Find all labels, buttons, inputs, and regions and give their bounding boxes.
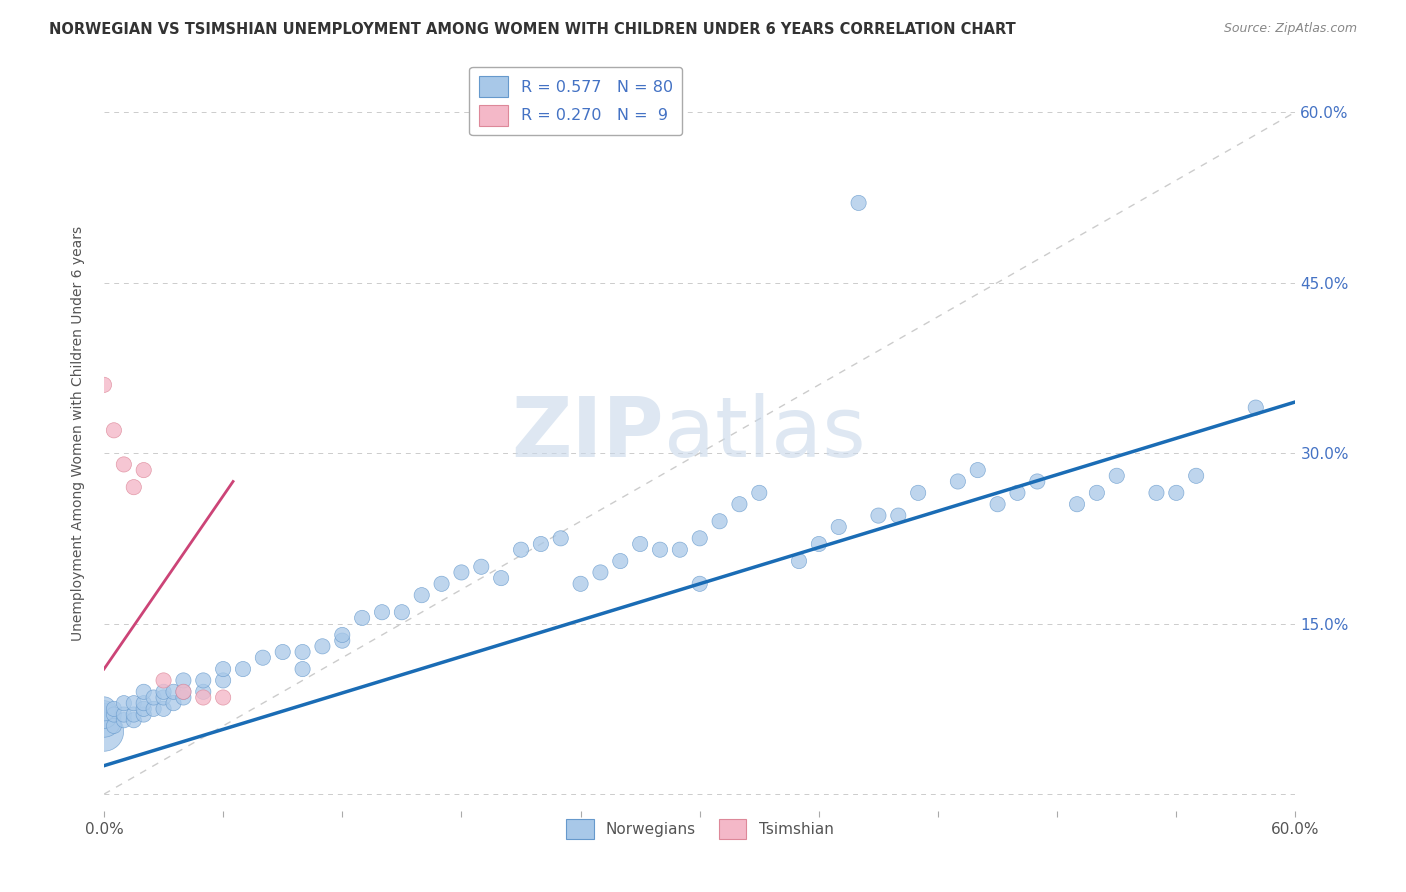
Y-axis label: Unemployment Among Women with Children Under 6 years: Unemployment Among Women with Children U…	[72, 226, 86, 640]
Point	[689, 576, 711, 591]
Point	[172, 690, 194, 705]
Point	[1146, 486, 1168, 500]
Point	[112, 696, 135, 710]
Point	[330, 633, 353, 648]
Point	[93, 377, 115, 392]
Point	[848, 196, 870, 211]
Point	[669, 542, 692, 557]
Point	[132, 702, 155, 716]
Point	[122, 696, 145, 710]
Point	[450, 566, 472, 580]
Point	[569, 576, 592, 591]
Point	[352, 611, 374, 625]
Point	[628, 537, 651, 551]
Point	[193, 690, 215, 705]
Point	[152, 690, 174, 705]
Point	[470, 559, 492, 574]
Point	[271, 645, 294, 659]
Text: atlas: atlas	[664, 392, 866, 474]
Point	[609, 554, 631, 568]
Point	[828, 520, 851, 534]
Point	[252, 650, 274, 665]
Point	[162, 696, 184, 710]
Point	[689, 532, 711, 546]
Point	[172, 685, 194, 699]
Point	[132, 707, 155, 722]
Point	[103, 423, 125, 437]
Point	[162, 685, 184, 699]
Point	[93, 713, 115, 727]
Point	[589, 566, 612, 580]
Point	[709, 514, 731, 528]
Point	[411, 588, 433, 602]
Point	[530, 537, 553, 551]
Text: NORWEGIAN VS TSIMSHIAN UNEMPLOYMENT AMONG WOMEN WITH CHILDREN UNDER 6 YEARS CORR: NORWEGIAN VS TSIMSHIAN UNEMPLOYMENT AMON…	[49, 22, 1017, 37]
Point	[122, 713, 145, 727]
Point	[371, 605, 394, 619]
Point	[212, 662, 235, 676]
Point	[1105, 468, 1128, 483]
Point	[489, 571, 512, 585]
Point	[142, 690, 165, 705]
Point	[103, 702, 125, 716]
Point	[132, 463, 155, 477]
Point	[987, 497, 1010, 511]
Point	[193, 673, 215, 688]
Point	[142, 702, 165, 716]
Point	[391, 605, 413, 619]
Point	[212, 673, 235, 688]
Point	[430, 576, 453, 591]
Point	[93, 707, 115, 722]
Point	[152, 685, 174, 699]
Point	[122, 480, 145, 494]
Point	[966, 463, 988, 477]
Point	[232, 662, 254, 676]
Point	[748, 486, 770, 500]
Point	[112, 458, 135, 472]
Point	[112, 707, 135, 722]
Point	[311, 640, 333, 654]
Point	[1244, 401, 1267, 415]
Point	[868, 508, 890, 523]
Text: Source: ZipAtlas.com: Source: ZipAtlas.com	[1223, 22, 1357, 36]
Point	[132, 685, 155, 699]
Point	[946, 475, 969, 489]
Point	[648, 542, 671, 557]
Point	[103, 719, 125, 733]
Point	[550, 532, 572, 546]
Point	[510, 542, 533, 557]
Point	[103, 707, 125, 722]
Point	[122, 707, 145, 722]
Point	[212, 690, 235, 705]
Legend: Norwegians, Tsimshian: Norwegians, Tsimshian	[560, 814, 839, 845]
Point	[93, 702, 115, 716]
Point	[1085, 486, 1108, 500]
Point	[330, 628, 353, 642]
Point	[1166, 486, 1188, 500]
Point	[1066, 497, 1088, 511]
Point	[787, 554, 810, 568]
Point	[193, 685, 215, 699]
Point	[1007, 486, 1029, 500]
Point	[172, 685, 194, 699]
Point	[887, 508, 910, 523]
Point	[132, 696, 155, 710]
Point	[1185, 468, 1208, 483]
Point	[728, 497, 751, 511]
Point	[807, 537, 830, 551]
Point	[1026, 475, 1049, 489]
Point	[93, 724, 115, 739]
Point	[291, 645, 314, 659]
Point	[152, 673, 174, 688]
Text: ZIP: ZIP	[512, 392, 664, 474]
Point	[907, 486, 929, 500]
Point	[152, 702, 174, 716]
Point	[172, 673, 194, 688]
Point	[112, 713, 135, 727]
Point	[291, 662, 314, 676]
